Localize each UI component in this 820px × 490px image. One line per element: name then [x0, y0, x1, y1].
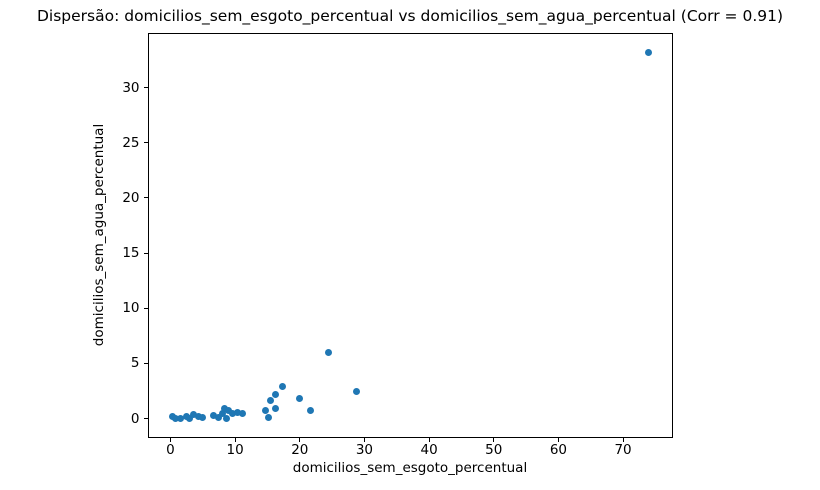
y-tick-label: 15 — [122, 245, 140, 262]
data-point — [171, 414, 179, 422]
y-tick — [143, 252, 148, 254]
x-tick — [557, 437, 559, 442]
data-point — [185, 414, 193, 422]
x-tick-label: 20 — [291, 441, 309, 458]
y-tick — [143, 362, 148, 364]
data-point — [265, 414, 273, 422]
x-tick — [622, 437, 624, 442]
data-point — [177, 414, 185, 422]
chart-title: Dispersão: domicilios_sem_esgoto_percent… — [36, 7, 784, 25]
x-tick — [169, 437, 171, 442]
data-point — [645, 48, 653, 56]
data-point — [266, 397, 274, 405]
plot-area: 0 10 20 30 40 50 60 70 0 5 10 15 20 25 30 — [122, 32, 673, 458]
data-point — [198, 414, 206, 422]
data-point — [209, 411, 217, 419]
y-tick — [143, 87, 148, 89]
y-tick — [143, 142, 148, 144]
x-tick — [299, 437, 301, 442]
x-tick-label: 70 — [614, 441, 632, 458]
data-point — [218, 409, 226, 417]
y-tick-label: 25 — [122, 134, 140, 151]
y-tick — [143, 197, 148, 199]
y-tick-label: 0 — [130, 410, 140, 427]
x-tick-label: 60 — [549, 441, 567, 458]
data-point — [234, 408, 242, 416]
x-tick-label: 30 — [355, 441, 374, 458]
x-tick-label: 40 — [420, 441, 438, 458]
x-tick-label: 0 — [166, 441, 175, 458]
x-tick — [363, 437, 365, 442]
y-tick-label: 20 — [122, 189, 140, 206]
data-point — [222, 415, 230, 423]
data-point — [278, 383, 286, 391]
data-point — [262, 407, 270, 415]
data-point — [220, 405, 228, 413]
data-point — [190, 411, 198, 419]
data-point — [352, 387, 360, 395]
y-tick-label: 30 — [122, 79, 140, 96]
y-tick-label: 10 — [122, 300, 140, 317]
x-tick — [493, 437, 495, 442]
x-axis-label: domicilios_sem_esgoto_percentual — [292, 460, 528, 476]
x-tick-label: 50 — [485, 441, 503, 458]
data-point — [224, 407, 232, 415]
data-point — [295, 395, 303, 403]
data-point — [229, 410, 237, 418]
data-point — [194, 412, 202, 420]
data-point — [272, 405, 280, 413]
y-tick — [143, 307, 148, 309]
y-tick-label: 5 — [130, 355, 140, 372]
data-point — [214, 414, 222, 422]
x-tick-label: 10 — [226, 441, 244, 458]
x-tick — [428, 437, 430, 442]
y-tick — [143, 418, 148, 420]
x-tick — [234, 437, 236, 442]
data-point — [272, 390, 280, 398]
data-point — [324, 348, 332, 356]
data-point — [307, 407, 315, 415]
data-point — [238, 409, 246, 417]
y-axis-label: domicilios_sem_agua_percentual — [91, 123, 107, 347]
